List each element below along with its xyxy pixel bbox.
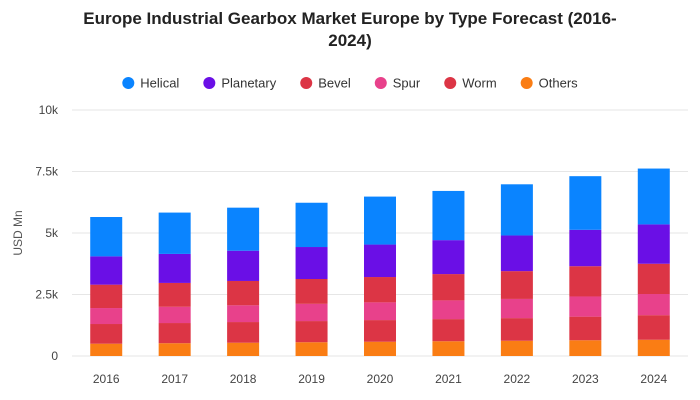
bar-segment-bevel	[295, 279, 328, 304]
bar-segment-bevel	[500, 271, 533, 299]
bar-segment-bevel	[364, 277, 396, 303]
y-tick-label: 7.5k	[35, 165, 59, 179]
x-tick-label: 2016	[93, 372, 120, 386]
legend-swatch	[374, 77, 387, 89]
legend-swatch	[203, 77, 216, 89]
legend-label: Spur	[393, 76, 421, 91]
bar-segment-worm	[432, 319, 465, 342]
legend-label: Planetary	[221, 76, 276, 91]
bar-segment-helical	[432, 190, 465, 241]
bar-segment-planetary	[364, 244, 396, 278]
bar-segment-spur	[500, 298, 533, 319]
bar-segment-spur	[569, 296, 602, 317]
bar-segment-helical	[637, 168, 670, 225]
bar-segment-bevel	[637, 263, 670, 295]
bar-segment-planetary	[295, 247, 328, 280]
bar-segment-worm	[158, 323, 191, 344]
bar-segment-others	[637, 339, 670, 356]
bar-segment-worm	[364, 320, 396, 342]
legend-swatch	[444, 77, 457, 89]
chart-title: Europe Industrial Gearbox Market Europe …	[0, 8, 700, 52]
bar-segment-helical	[500, 184, 533, 236]
x-tick-label: 2020	[367, 372, 394, 386]
bar-segment-others	[158, 343, 191, 356]
y-tick-label: 5k	[45, 226, 59, 240]
bar-segment-others	[500, 340, 533, 356]
bar-segment-others	[364, 341, 396, 356]
x-tick-label: 2024	[640, 372, 667, 386]
bar-segment-others	[569, 340, 602, 356]
bar-segment-planetary	[227, 250, 260, 281]
x-tick-label: 2022	[504, 372, 531, 386]
bar-segment-spur	[295, 303, 328, 322]
legend-label: Worm	[462, 76, 496, 91]
legend-swatch	[300, 77, 313, 89]
bar-segment-worm	[500, 318, 533, 341]
bar-segment-others	[432, 341, 465, 356]
bar-segment-bevel	[90, 284, 123, 309]
bar-segment-planetary	[500, 235, 533, 272]
bar-segment-helical	[295, 202, 328, 248]
legend-label: Helical	[140, 76, 179, 91]
y-tick-label: 2.5k	[35, 288, 59, 302]
legend-swatch	[520, 77, 533, 89]
legend-label: Others	[539, 76, 579, 91]
bar-segment-worm	[569, 316, 602, 341]
bar-segment-spur	[158, 306, 191, 324]
bar-segment-worm	[637, 315, 670, 340]
bar-segment-planetary	[158, 253, 191, 283]
bar-segment-spur	[432, 300, 465, 320]
x-tick-label: 2018	[230, 372, 257, 386]
bar-segment-worm	[295, 321, 328, 343]
chart-title-line-1: Europe Industrial Gearbox Market Europe …	[83, 9, 617, 28]
bar-segment-planetary	[432, 240, 465, 275]
bar-segment-spur	[637, 294, 670, 316]
bar-segment-helical	[364, 196, 396, 245]
bar-segment-helical	[569, 176, 602, 230]
bar-segment-planetary	[569, 229, 602, 267]
bar-segment-helical	[158, 212, 191, 254]
y-tick-label: 0	[51, 349, 58, 363]
y-axis-title: USD Mn	[11, 210, 25, 255]
bar-segment-bevel	[227, 280, 260, 306]
bar-segment-bevel	[432, 274, 465, 301]
x-tick-label: 2019	[298, 372, 325, 386]
chart-title-line-2: 2024)	[328, 31, 372, 50]
x-tick-label: 2023	[572, 372, 599, 386]
legend-label: Bevel	[318, 76, 351, 91]
bar-segment-planetary	[637, 224, 670, 264]
y-tick-label: 10k	[39, 103, 59, 117]
bar-segment-helical	[227, 207, 260, 251]
bar-segment-worm	[90, 324, 123, 344]
bar-segment-others	[227, 342, 260, 356]
bar-segment-bevel	[569, 266, 602, 297]
bar-segment-spur	[227, 305, 260, 323]
bar-segment-others	[295, 342, 328, 356]
bar-segment-spur	[364, 302, 396, 321]
bar-segment-worm	[227, 322, 260, 343]
bar-segment-helical	[90, 217, 123, 257]
bar-segment-others	[90, 343, 123, 356]
x-tick-label: 2017	[161, 372, 188, 386]
x-tick-label: 2021	[435, 372, 462, 386]
legend-swatch	[122, 77, 135, 89]
bar-segment-planetary	[90, 256, 123, 285]
bar-segment-spur	[90, 308, 123, 325]
bar-segment-bevel	[158, 282, 191, 307]
